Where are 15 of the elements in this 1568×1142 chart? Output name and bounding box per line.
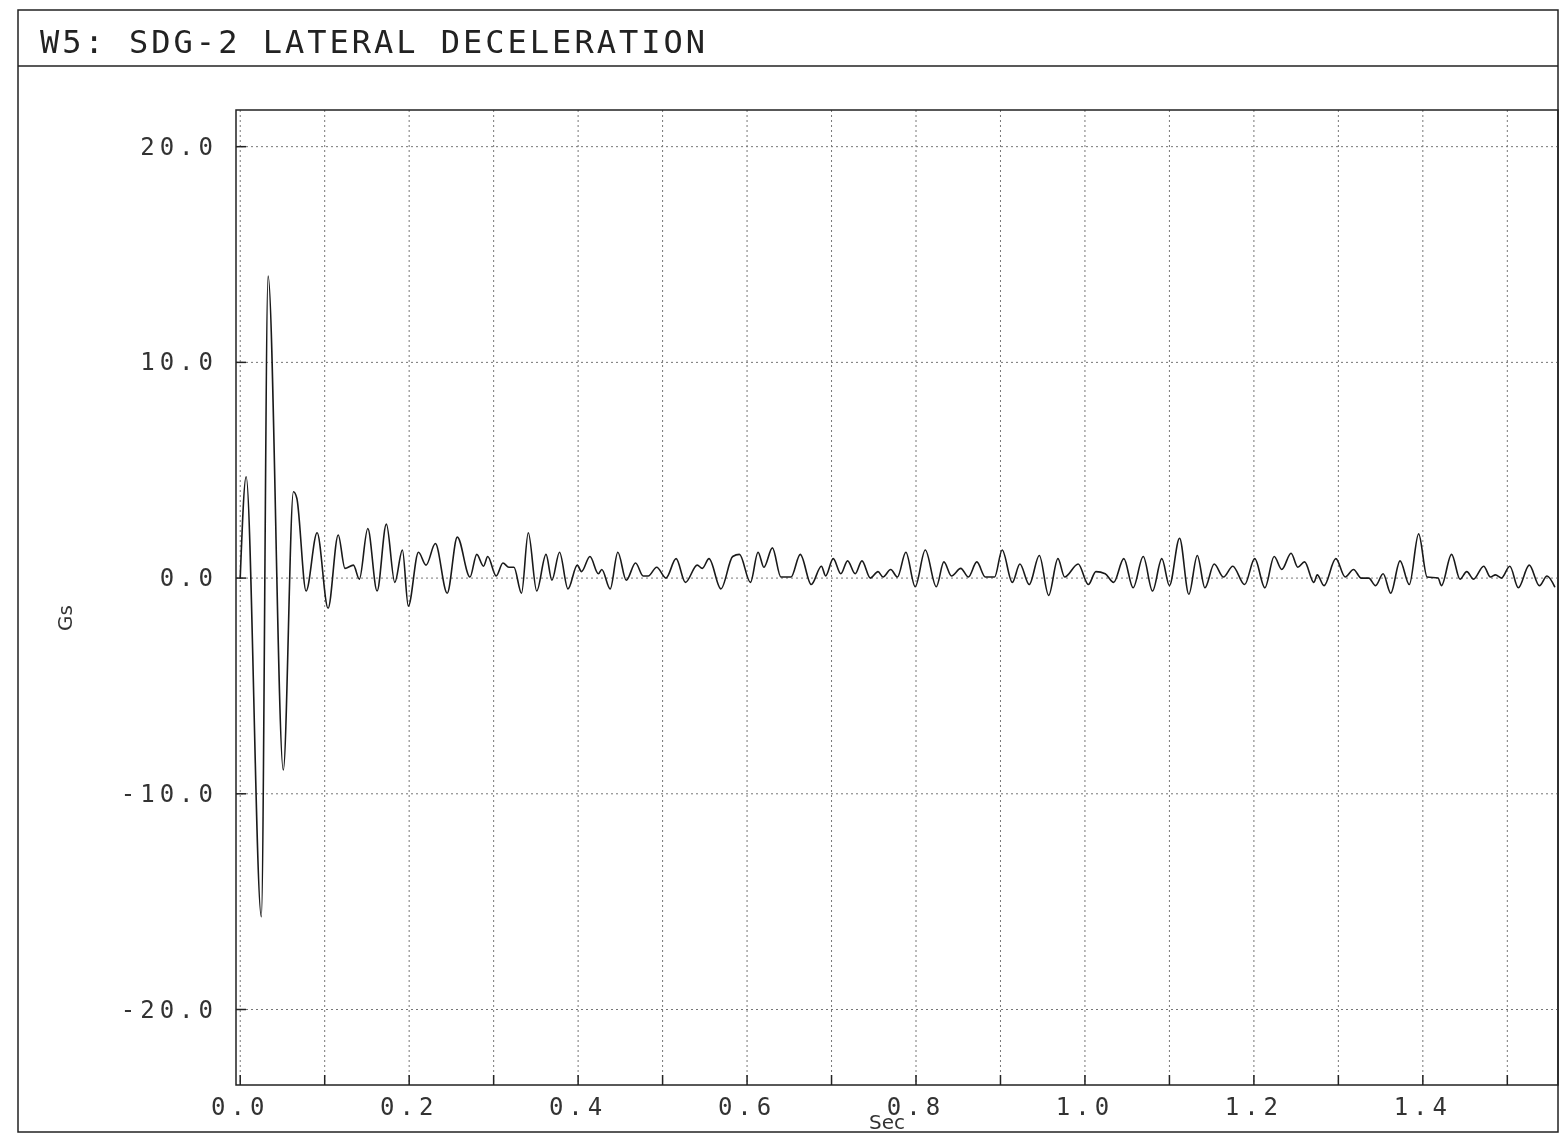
y-tick-label: 10.0 [140, 348, 218, 377]
x-tick-label: 0.6 [717, 1093, 777, 1121]
y-axis-title: Gs [53, 605, 77, 632]
x-tick-label: 1.0 [1055, 1093, 1115, 1121]
x-tick-label: 0.0 [211, 1093, 270, 1121]
x-tick-label: 0.4 [548, 1093, 608, 1121]
line-series [239, 275, 1556, 918]
x-tick-label: 1.2 [1224, 1093, 1284, 1121]
chart-title: W5: SDG-2 LATERAL DECELERATION [40, 23, 708, 61]
y-tick-label: 20.0 [140, 132, 218, 161]
y-tick-label: -10.0 [120, 779, 218, 808]
x-tick-label: 1.4 [1393, 1093, 1453, 1121]
y-tick-label: 0.0 [159, 564, 218, 593]
y-tick-label: -20.0 [120, 995, 218, 1024]
x-tick-label: 0.2 [379, 1093, 439, 1121]
